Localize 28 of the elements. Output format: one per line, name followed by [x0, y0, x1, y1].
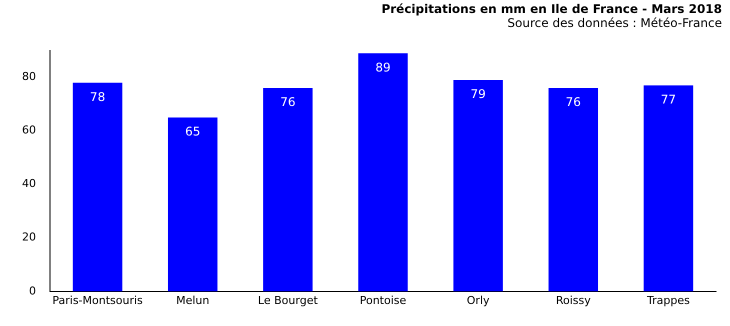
bar — [168, 117, 218, 292]
data-label: 79 — [470, 87, 486, 102]
chart-title: Précipitations en mm en Ile de France - Mars 2018 — [380, 2, 722, 16]
data-label: 65 — [185, 124, 200, 139]
data-label: 76 — [280, 95, 296, 110]
bar — [548, 88, 598, 292]
data-label: 89 — [375, 60, 391, 74]
bar — [358, 53, 408, 292]
y-tick-label: 0 — [28, 284, 36, 298]
x-tick-label: Le Bourget — [258, 294, 318, 307]
bar — [263, 88, 313, 292]
y-tick-label: 20 — [22, 230, 36, 244]
y-tick-label: 80 — [22, 70, 36, 84]
x-tick-label: Paris-Montsouris — [52, 294, 144, 307]
x-tick-label: Trappes — [646, 294, 690, 307]
y-tick-label: 40 — [22, 177, 36, 190]
x-tick-label: Melun — [176, 294, 210, 307]
data-label: 77 — [660, 92, 676, 107]
y-tick-label: 60 — [22, 124, 36, 137]
x-tick-label: Orly — [466, 294, 490, 307]
bar — [644, 85, 694, 292]
x-tick-label: Pontoise — [360, 294, 406, 307]
chart-subtitle: Source des données : Météo-France — [506, 16, 722, 30]
bar — [453, 80, 503, 292]
x-tick-label: Roissy — [556, 294, 592, 307]
data-label: 78 — [90, 90, 106, 104]
data-label: 76 — [566, 95, 581, 110]
bar — [72, 82, 122, 292]
